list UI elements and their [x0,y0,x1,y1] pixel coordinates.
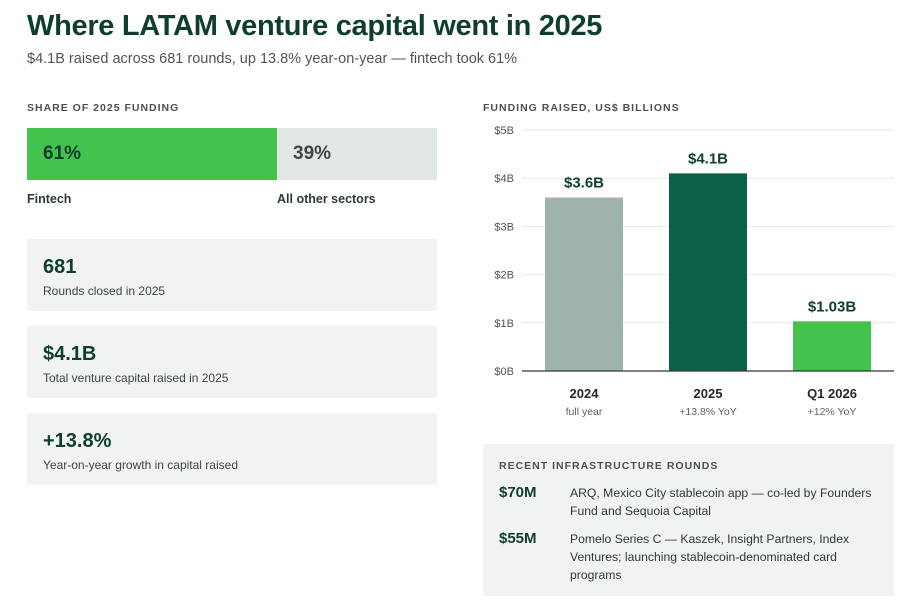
bar-2025 [669,173,747,371]
y-tick-label: $2B [494,270,514,282]
bar-data-label: $1.03B [808,298,857,315]
share-label-other: All other sectors [277,192,376,206]
stat-desc-growth: Year-on-year growth in capital raised [43,458,238,472]
stat-value-rounds: 681 [43,256,77,278]
share-label-fintech: Fintech [27,192,72,206]
infra-round-description: ARQ, Mexico City stablecoin app — co-led… [570,486,872,518]
x-category-sublabel: +12% YoY [808,406,857,418]
infra-round-description: Pomelo Series C — Kaszek, Insight Partne… [570,532,850,582]
y-tick-label: $4B [494,173,514,185]
share-value-fintech: 61% [43,143,82,164]
share-segment-fintech: 61% [27,128,277,180]
share-bar: 61% 39% [27,128,437,180]
x-category-label: 2025 [694,386,723,401]
infra-round-amount: $55M [499,530,537,547]
infra-round-amount: $70M [499,484,537,501]
y-tick-label: $1B [494,318,514,330]
page-subtitle: $4.1B raised across 681 rounds, up 13.8%… [27,51,518,67]
bar-2024 [545,197,623,371]
x-category-sublabel: full year [566,406,603,418]
share-section-label: SHARE OF 2025 FUNDING [27,102,180,114]
bar-data-label: $3.6B [564,174,604,191]
stat-value-growth: +13.8% [43,430,112,452]
infrastructure-rounds-panel: RECENT INFRASTRUCTURE ROUNDS $70M ARQ, M… [483,444,894,596]
share-value-other: 39% [293,143,332,164]
infrastructure-rounds-title: RECENT INFRASTRUCTURE ROUNDS [499,460,719,472]
y-tick-label: $3B [494,221,514,233]
chart-title: FUNDING RAISED, US$ BILLIONS [483,102,680,114]
stat-desc-total-capital: Total venture capital raised in 2025 [43,371,229,385]
x-category-sublabel: +13.8% YoY [679,406,737,418]
bar-q1-2026 [793,321,871,371]
stat-card-growth: +13.8% Year-on-year growth in capital ra… [27,413,437,485]
infra-round-row: $70M ARQ, Mexico City stablecoin app — c… [499,484,878,520]
y-tick-label: $5B [494,125,514,137]
x-category-label: Q1 2026 [807,386,857,401]
stat-card-total-capital: $4.1B Total venture capital raised in 20… [27,326,437,398]
x-category-label: 2024 [570,386,600,401]
share-segment-other: 39% [277,128,437,180]
stat-desc-rounds: Rounds closed in 2025 [43,284,166,298]
stat-value-total-capital: $4.1B [43,343,97,365]
bar-data-label: $4.1B [688,150,728,167]
y-tick-label: $0B [494,366,514,378]
stat-card-rounds: 681 Rounds closed in 2025 [27,239,437,311]
page-title: Where LATAM venture capital went in 2025 [27,10,603,42]
funding-bar-chart: $0B $1B $2B $3B $4B $5B $3.6B 2024 full year $4.1… [494,125,894,418]
infra-round-row: $55M Pomelo Series C — Kaszek, Insight P… [499,530,878,584]
